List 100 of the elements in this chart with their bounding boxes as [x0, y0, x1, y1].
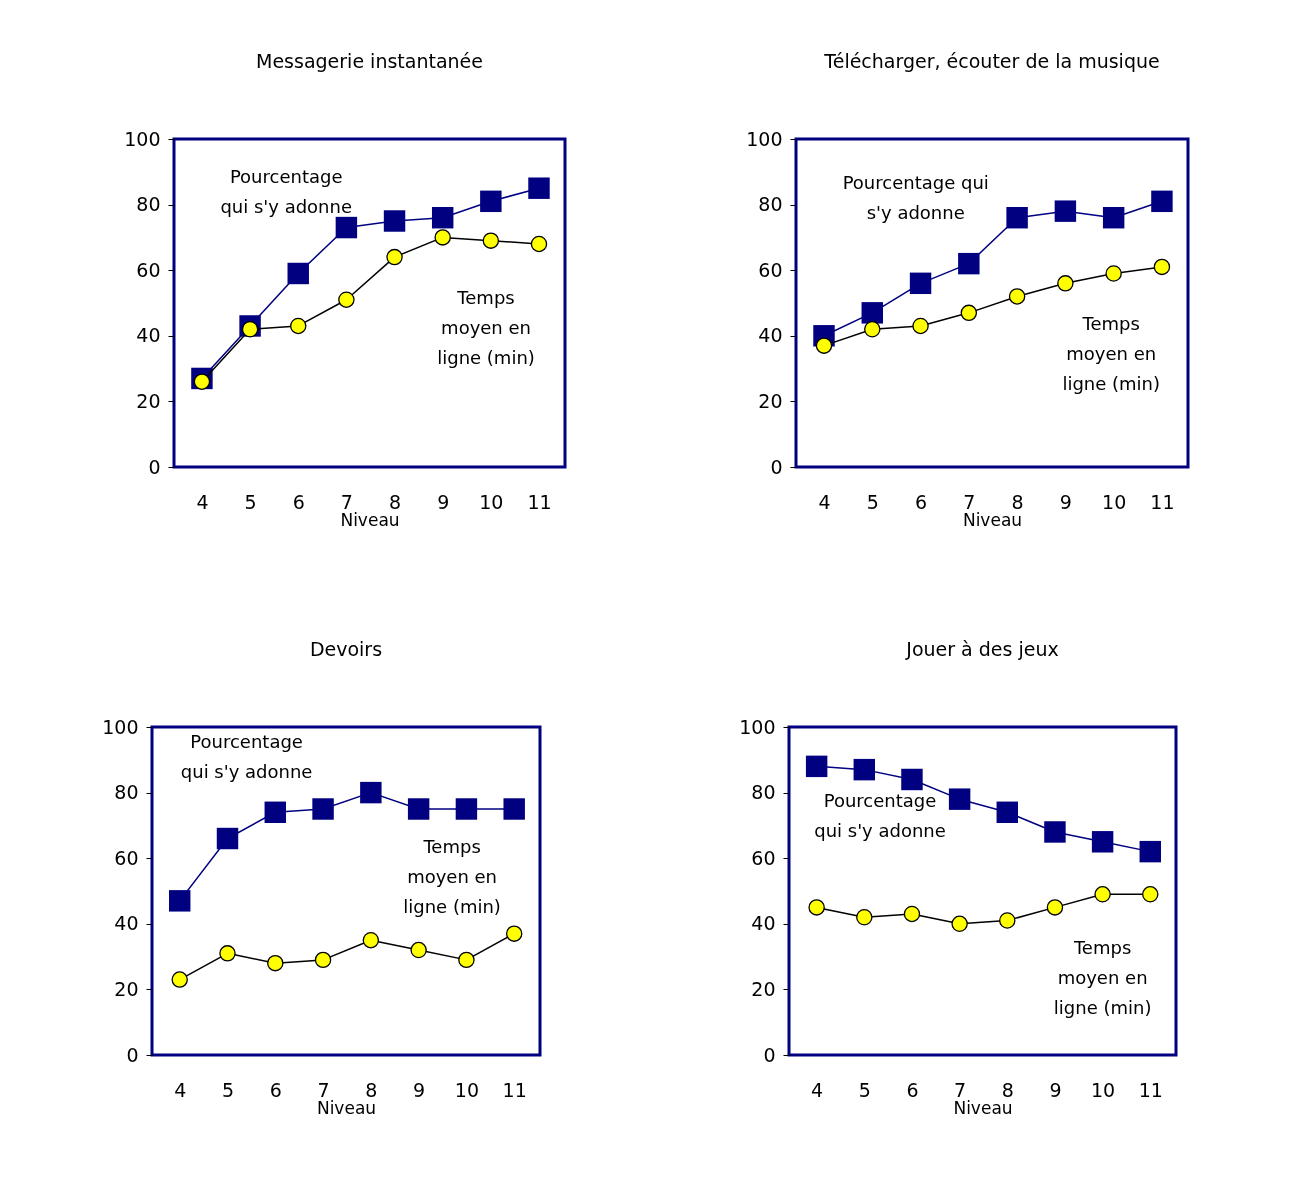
- x-tick-label: 9: [437, 490, 450, 513]
- point: [951, 915, 968, 933]
- x-tick-label: 6: [292, 490, 305, 513]
- point: [1054, 200, 1077, 222]
- series-label: Temps moyen en ligne (min): [1053, 937, 1152, 1019]
- point: [1105, 265, 1122, 282]
- x-tick-label: 6: [269, 1078, 282, 1101]
- point: [1151, 190, 1173, 213]
- x-tick-label: 10: [454, 1078, 480, 1101]
- chart-title: Devoirs: [309, 638, 383, 660]
- y-tick-label: 20: [751, 977, 776, 1000]
- series-label: Pourcentage qui s'y adonne: [842, 172, 989, 224]
- point: [360, 781, 382, 804]
- point: [290, 317, 307, 335]
- x-tick-label: 5: [858, 1078, 871, 1101]
- y-tick-label: 20: [114, 977, 139, 1000]
- point: [948, 788, 971, 810]
- y-tick-label: 0: [763, 1043, 776, 1066]
- x-tick-label: 4: [174, 1078, 187, 1101]
- point: [264, 801, 286, 823]
- y-tick-label: 60: [758, 258, 783, 281]
- y-tick-label: 60: [136, 258, 161, 281]
- x-tick-label: 4: [196, 490, 209, 513]
- x-tick-label: 6: [906, 1078, 919, 1101]
- x-tick-label: 6: [915, 490, 928, 513]
- series-label: Temps moyen en ligne (min): [403, 835, 501, 917]
- y-tick-label: 80: [758, 193, 783, 216]
- point: [312, 798, 334, 820]
- x-tick-label: 9: [1049, 1078, 1062, 1101]
- series-label: Pourcentage qui s'y adonne: [220, 165, 353, 217]
- point: [815, 337, 833, 354]
- x-tick-label: 10: [479, 490, 504, 513]
- point: [216, 827, 239, 850]
- point: [958, 252, 980, 275]
- y-tick-label: 60: [751, 846, 776, 869]
- point: [503, 798, 525, 820]
- series-label: Pourcentage qui s'y adonne: [814, 789, 946, 841]
- y-tick-label: 60: [114, 846, 139, 869]
- point: [386, 248, 403, 266]
- point: [335, 216, 358, 239]
- point: [909, 272, 932, 295]
- y-tick-label: 80: [114, 781, 139, 804]
- y-tick-label: 100: [746, 127, 783, 150]
- point: [1044, 821, 1066, 843]
- point: [528, 177, 550, 199]
- point: [505, 925, 523, 942]
- point: [431, 207, 454, 229]
- y-tick-label: 100: [124, 127, 161, 150]
- point: [1142, 886, 1159, 903]
- x-tick-label: 11: [502, 1078, 527, 1101]
- point: [960, 304, 978, 322]
- point: [996, 801, 1019, 823]
- point: [383, 210, 406, 232]
- y-tick-label: 100: [739, 715, 776, 738]
- x-tick-label: 9: [1059, 490, 1072, 513]
- point: [455, 798, 478, 820]
- point: [1008, 288, 1026, 305]
- y-tick-label: 0: [126, 1043, 139, 1066]
- y-tick-label: 0: [148, 455, 161, 478]
- point: [241, 321, 259, 338]
- y-tick-label: 40: [136, 324, 161, 347]
- point: [480, 190, 502, 213]
- point: [999, 912, 1016, 929]
- point: [1091, 831, 1114, 853]
- point: [1046, 899, 1064, 916]
- point: [267, 954, 284, 972]
- x-tick-label: 10: [1091, 1078, 1116, 1101]
- chart-title: Télécharger, écouter de la musique: [823, 50, 1160, 72]
- y-tick-label: 40: [751, 912, 776, 935]
- point: [856, 909, 873, 926]
- point: [1094, 886, 1111, 903]
- x-tick-label: 5: [244, 490, 257, 513]
- point: [168, 890, 191, 912]
- y-tick-label: 80: [751, 781, 776, 804]
- point: [314, 951, 332, 969]
- y-tick-label: 100: [102, 715, 139, 738]
- point: [1153, 258, 1171, 276]
- point: [482, 232, 500, 249]
- x-tick-label: 11: [1150, 490, 1175, 513]
- y-tick-label: 40: [114, 912, 139, 935]
- point: [853, 758, 876, 781]
- point: [287, 262, 309, 285]
- y-tick-label: 40: [758, 324, 783, 347]
- point: [434, 229, 451, 246]
- chart-title: Messagerie instantanée: [256, 50, 483, 72]
- y-tick-label: 20: [136, 389, 161, 412]
- x-tick-label: 4: [811, 1078, 824, 1101]
- point: [338, 291, 355, 308]
- point: [530, 235, 548, 253]
- point: [805, 755, 828, 778]
- series-label: Temps moyen en ligne (min): [437, 286, 535, 368]
- point: [1006, 207, 1028, 229]
- point: [864, 321, 881, 338]
- point: [912, 317, 929, 335]
- y-tick-label: 80: [136, 193, 161, 216]
- point: [861, 302, 883, 324]
- x-tick-label: 11: [1138, 1078, 1163, 1101]
- point: [407, 798, 430, 820]
- point: [458, 951, 475, 969]
- point: [362, 931, 380, 949]
